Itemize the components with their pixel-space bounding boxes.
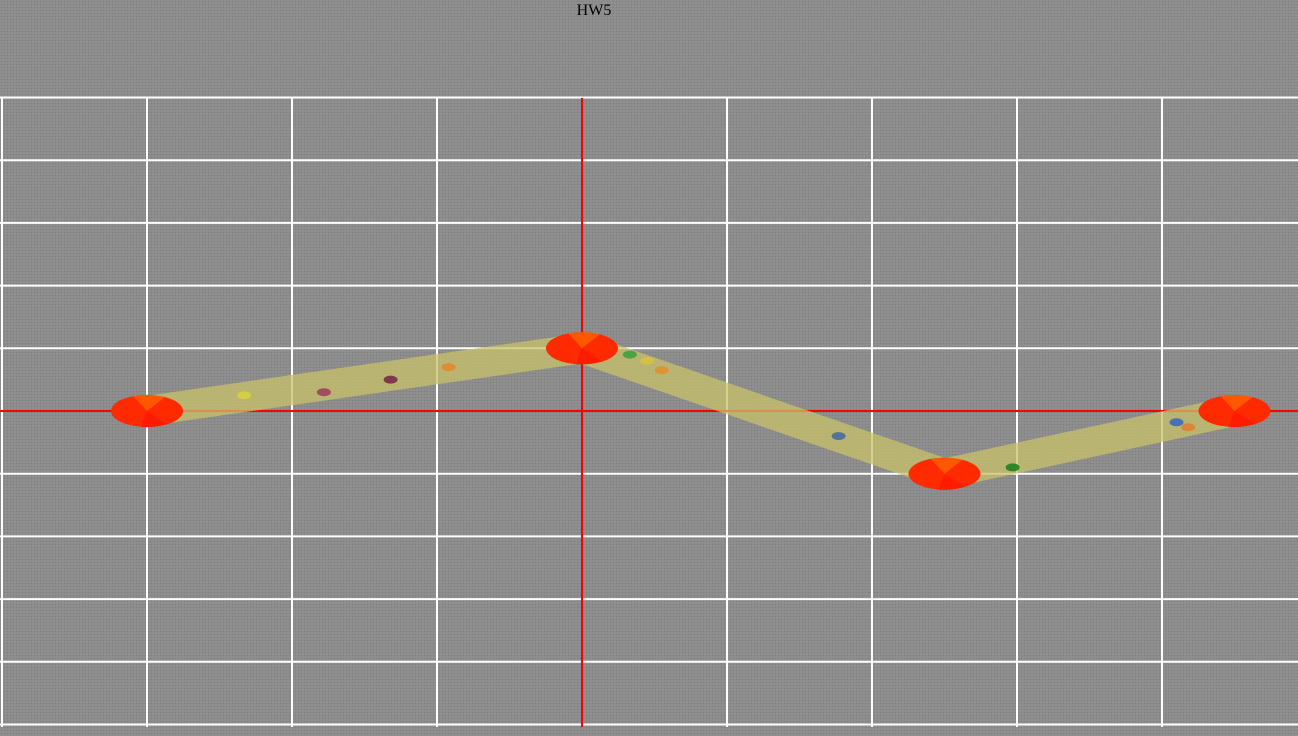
joint-highlight xyxy=(133,394,165,411)
path-marker xyxy=(441,363,456,372)
path-marker xyxy=(1169,418,1184,427)
path-marker xyxy=(383,375,398,384)
path-marker xyxy=(1181,423,1196,432)
joint xyxy=(546,332,618,365)
path-marker xyxy=(622,350,637,359)
path-marker xyxy=(654,366,669,375)
joint-shade xyxy=(938,473,965,490)
joint xyxy=(908,457,981,490)
markers xyxy=(237,350,1196,472)
page-title: HW5 xyxy=(576,2,612,19)
joint-shade xyxy=(576,348,602,365)
joint-shade xyxy=(1228,411,1255,428)
path-marker xyxy=(1005,463,1020,472)
joint-shade xyxy=(141,411,167,428)
joint-highlight xyxy=(568,332,600,349)
path-band-segment xyxy=(144,333,1238,489)
path-marker xyxy=(831,432,846,441)
joint xyxy=(1198,394,1271,428)
joint-highlight xyxy=(930,457,963,474)
path-marker xyxy=(316,388,331,397)
joint-highlight xyxy=(1220,394,1253,411)
joint xyxy=(111,394,183,428)
path-marker xyxy=(237,391,252,400)
path-marker xyxy=(640,356,655,365)
joints xyxy=(111,332,1271,490)
path-band xyxy=(144,333,1238,489)
